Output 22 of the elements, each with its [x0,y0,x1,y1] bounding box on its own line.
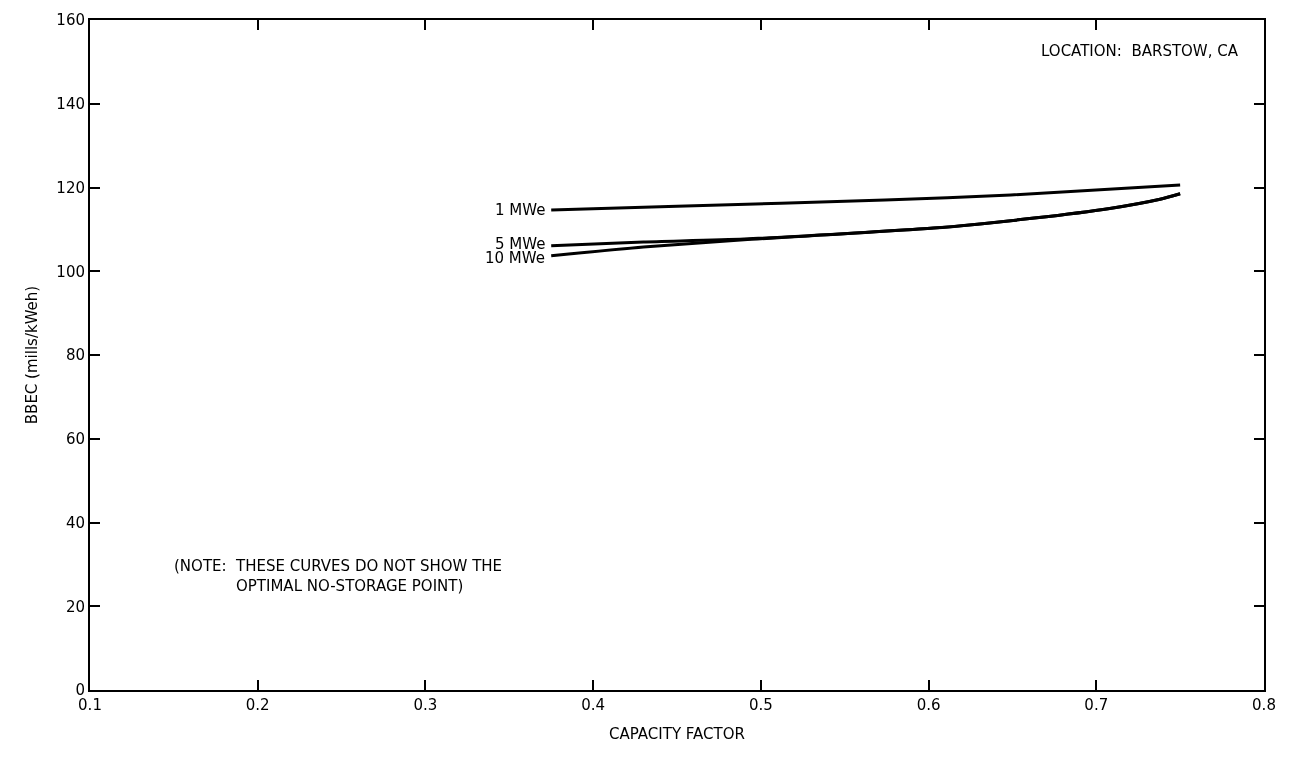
y-tick-label: 40 [65,513,85,532]
y-axis-title: BBEC (mills/kWeh) [23,285,42,425]
annotation: (NOTE: THESE CURVES DO NOT SHOW THE OPTIMAL NO-STORAGE POINT) [174,557,503,595]
x-tick-label: 0.6 [916,696,941,714]
x-tick-label: 0.4 [581,696,606,714]
x-tick-label: 0.3 [413,696,438,714]
y-tick-label: 140 [56,95,85,113]
y-tick-label: 100 [56,262,85,281]
x-tick-label: 0.1 [78,696,102,714]
x-tick-label: 0.8 [1252,696,1276,714]
y-tick-label: 160 [56,11,85,30]
x-axis-title: CAPACITY FACTOR [609,724,745,743]
x-tick-label: 0.2 [245,696,270,714]
y-tick-label: 80 [65,346,85,365]
x-tick-label: 0.5 [748,696,773,714]
annotation: LOCATION: BARSTOW, CA [1041,42,1239,60]
y-tick-label: 20 [65,597,85,616]
y-tick-label: 60 [65,430,85,448]
series-label: 10 MWe [485,249,545,267]
x-tick-label: 0.7 [1084,696,1109,714]
series-label: 1 MWe [495,201,546,219]
y-tick-label: 120 [56,178,85,197]
